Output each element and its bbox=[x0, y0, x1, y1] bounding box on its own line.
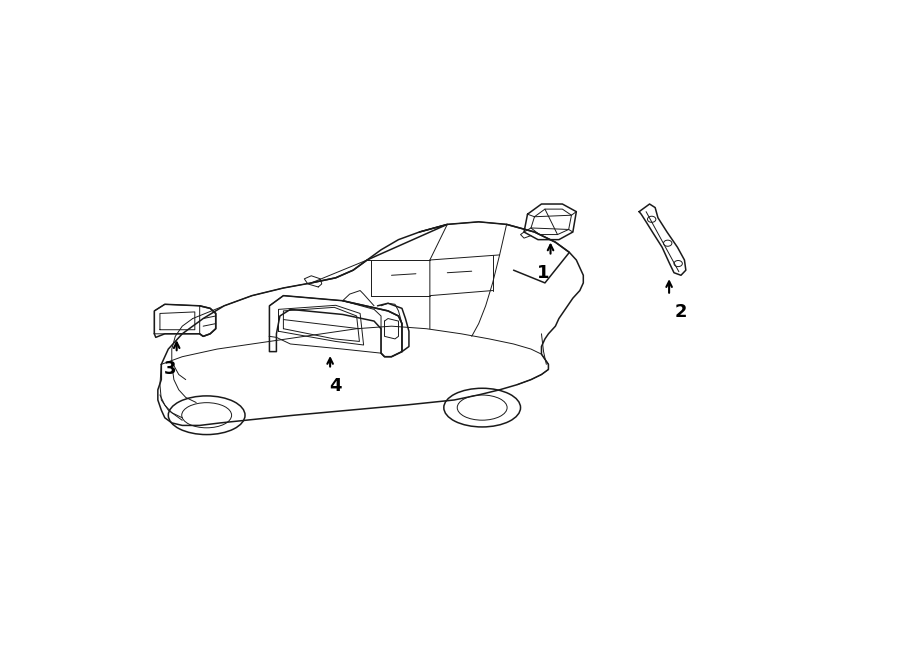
Text: 1: 1 bbox=[537, 264, 550, 282]
Text: 4: 4 bbox=[329, 377, 342, 395]
Text: 2: 2 bbox=[675, 303, 688, 321]
Text: 3: 3 bbox=[164, 360, 176, 378]
